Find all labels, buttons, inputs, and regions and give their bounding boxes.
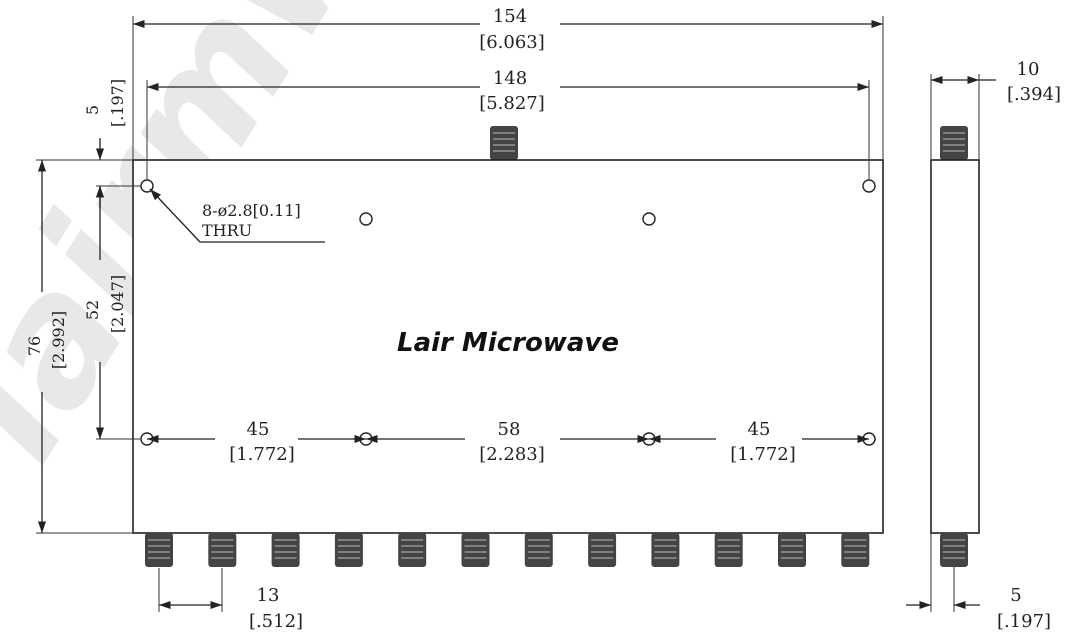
mounting-hole bbox=[862, 179, 876, 193]
dim-side-thickness: 10 [.394] bbox=[930, 59, 1061, 160]
output-connector bbox=[524, 533, 553, 567]
output-connector bbox=[334, 533, 363, 567]
dim-side-connector-offset: 5 [.197] bbox=[906, 533, 1051, 632]
mounting-hole bbox=[359, 212, 373, 226]
dim-hole-spacing-length-mm: 148 bbox=[493, 68, 527, 89]
mounting-hole bbox=[642, 212, 656, 226]
output-connector bbox=[588, 533, 617, 567]
output-connector bbox=[841, 533, 870, 567]
output-connector bbox=[208, 533, 237, 567]
side-housing-body bbox=[930, 159, 980, 534]
output-connector bbox=[398, 533, 427, 567]
output-connectors bbox=[145, 533, 870, 567]
dim-connector-pitch-mm: 13 bbox=[257, 585, 280, 606]
hole-note-line2: THRU bbox=[202, 221, 252, 240]
dim-top-offset-in: [.197] bbox=[108, 79, 127, 127]
output-connector bbox=[778, 533, 806, 567]
front-view: Lair Microwave bbox=[132, 126, 884, 567]
housing-body bbox=[132, 159, 884, 534]
dim-connector-pitch: 13 [.512] bbox=[158, 568, 303, 632]
dim-bottom-gap-center-in: [2.283] bbox=[479, 444, 545, 465]
side-input-connector bbox=[940, 126, 968, 160]
dim-overall-height-in: [2.992] bbox=[49, 311, 68, 369]
dim-side-connector-offset-in: [.197] bbox=[997, 611, 1051, 632]
dim-overall-height-mm: 76 bbox=[25, 336, 44, 356]
brand-logo: Lair Microwave bbox=[397, 328, 619, 358]
dim-bottom-gap-right-mm: 45 bbox=[748, 419, 771, 440]
dim-hole-spacing-height: 52 [2.047] bbox=[83, 186, 141, 440]
side-view bbox=[930, 126, 980, 567]
dim-bottom-gap-center-mm: 58 bbox=[498, 419, 521, 440]
dim-hole-spacing-length-in: [5.827] bbox=[479, 93, 545, 114]
dim-side-connector-offset-mm: 5 bbox=[1010, 585, 1021, 606]
dim-side-thickness-mm: 10 bbox=[1017, 59, 1040, 80]
hole-note: 8-ø2.8[0.11] THRU bbox=[149, 188, 325, 243]
dim-hole-spacing-length: 148 [5.827] bbox=[146, 68, 870, 180]
output-connector bbox=[651, 533, 680, 567]
output-connector bbox=[714, 533, 743, 567]
hole-note-line1: 8-ø2.8[0.11] bbox=[202, 201, 301, 220]
dim-bottom-chain: 45 [1.772] 58 [2.283] 45 [1.772] bbox=[147, 419, 869, 465]
dim-overall-length-in: [6.063] bbox=[479, 32, 545, 53]
dim-top-offset-mm: 5 bbox=[83, 105, 102, 115]
dim-bottom-gap-left-in: [1.772] bbox=[229, 444, 295, 465]
side-output-connector bbox=[940, 533, 968, 567]
output-connector bbox=[461, 533, 490, 567]
dim-bottom-gap-left-mm: 45 bbox=[247, 419, 270, 440]
dim-hole-spacing-height-mm: 52 bbox=[83, 300, 102, 320]
dim-overall-length: 154 [6.063] bbox=[132, 6, 884, 160]
dim-connector-pitch-in: [.512] bbox=[249, 611, 303, 632]
dim-bottom-gap-right-in: [1.772] bbox=[730, 444, 796, 465]
dim-overall-height: 76 [2.992] bbox=[25, 160, 133, 534]
dim-side-thickness-in: [.394] bbox=[1007, 84, 1061, 105]
output-connector bbox=[145, 533, 173, 567]
output-connector bbox=[271, 533, 300, 567]
dim-hole-spacing-height-in: [2.047] bbox=[108, 275, 127, 333]
input-connector bbox=[490, 126, 518, 160]
dim-overall-length-mm: 154 bbox=[493, 6, 527, 27]
dim-top-offset: 5 [.197] bbox=[36, 79, 141, 208]
